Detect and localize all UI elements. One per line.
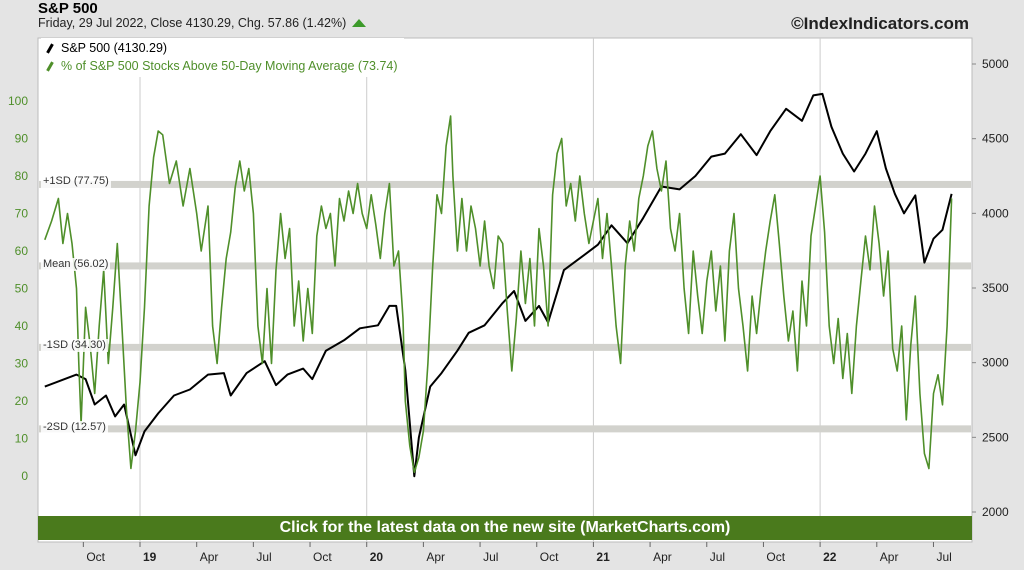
left-axis-tick-label: 20 — [15, 394, 29, 408]
sd-label-plus1: +1SD (77.75) — [41, 175, 111, 188]
left-axis-tick-label: 80 — [15, 169, 29, 183]
x-axis-tick-label: Jul — [936, 550, 951, 564]
legend-label-breadth: % of S&P 500 Stocks Above 50-Day Moving … — [61, 59, 398, 73]
x-axis-tick-label: 21 — [596, 550, 610, 564]
legend: S&P 500 (4130.29) % of S&P 500 Stocks Ab… — [41, 38, 404, 77]
site-credit: ©IndexIndicators.com — [791, 14, 969, 33]
left-axis-tick-label: 40 — [15, 319, 29, 333]
left-axis-tick-label: 60 — [15, 244, 29, 258]
x-axis-tick-label: Oct — [766, 550, 785, 564]
right-axis-tick-label: 3500 — [982, 281, 1009, 295]
line-swatch-icon — [46, 60, 54, 72]
x-axis-tick-label: Apr — [200, 550, 219, 564]
x-axis-tick-label: Jul — [710, 550, 725, 564]
line-swatch-icon — [46, 42, 54, 54]
right-axis-tick-label: 2500 — [982, 430, 1009, 444]
left-axis-tick-label: 70 — [15, 207, 29, 221]
right-axis-tick-label: 5000 — [982, 57, 1009, 71]
legend-item-breadth: % of S&P 500 Stocks Above 50-Day Moving … — [45, 57, 398, 75]
left-axis-tick-label: 30 — [15, 357, 29, 371]
sd-label-mean: Mean (56.02) — [41, 258, 111, 271]
sd-band — [39, 180, 971, 188]
x-axis-tick-label: 22 — [823, 550, 837, 564]
x-axis-tick-label: Apr — [653, 550, 672, 564]
chart-title: S&P 500 — [38, 0, 98, 17]
x-axis-tick-label: Jul — [256, 550, 271, 564]
x-axis-tick-label: 20 — [370, 550, 384, 564]
subtitle-text: Friday, 29 Jul 2022, Close 4130.29, Chg.… — [38, 16, 347, 30]
sd-band — [39, 425, 971, 433]
right-axis-tick-label: 4000 — [982, 206, 1009, 220]
right-axis-tick-label: 3000 — [982, 356, 1009, 370]
left-axis-tick-label: 50 — [15, 282, 29, 296]
x-axis-tick-label: Oct — [313, 550, 332, 564]
x-axis-tick-label: 19 — [143, 550, 157, 564]
latest-data-banner-link[interactable]: Click for the latest data on the new sit… — [38, 516, 972, 540]
chart-subtitle: Friday, 29 Jul 2022, Close 4130.29, Chg.… — [38, 16, 367, 30]
plot-background — [37, 37, 973, 543]
left-axis-tick-label: 90 — [15, 132, 29, 146]
sd-band — [39, 343, 971, 351]
right-axis-tick-label: 4500 — [982, 132, 1009, 146]
axis-layer: 0 10 20 30 40 50 60 70 80 90 100 2000 2500 3000 3500 40… — [8, 57, 1009, 564]
breadth-line — [44, 115, 953, 474]
x-axis-tick-label: Oct — [86, 550, 105, 564]
left-axis-tick-label: 0 — [21, 469, 28, 483]
x-axis-tick-label: Apr — [880, 550, 899, 564]
left-axis-tick-label: 10 — [15, 432, 29, 446]
right-axis-tick-label: 2000 — [982, 505, 1009, 519]
x-axis-tick-label: Oct — [540, 550, 559, 564]
legend-item-sp500: S&P 500 (4130.29) — [45, 39, 398, 57]
sd-label-minus1: -1SD (34.30) — [41, 339, 108, 352]
series-layer — [44, 92, 953, 478]
legend-label-sp500: S&P 500 (4130.29) — [61, 41, 168, 55]
sd-label-minus2: -2SD (12.57) — [41, 421, 108, 434]
left-axis-tick-label: 100 — [8, 94, 28, 108]
sp500-line — [44, 92, 953, 478]
x-axis-tick-label: Jul — [483, 550, 498, 564]
x-axis-tick-label: Apr — [426, 550, 445, 564]
up-arrow-icon — [352, 19, 367, 27]
grid-layer — [139, 38, 821, 542]
